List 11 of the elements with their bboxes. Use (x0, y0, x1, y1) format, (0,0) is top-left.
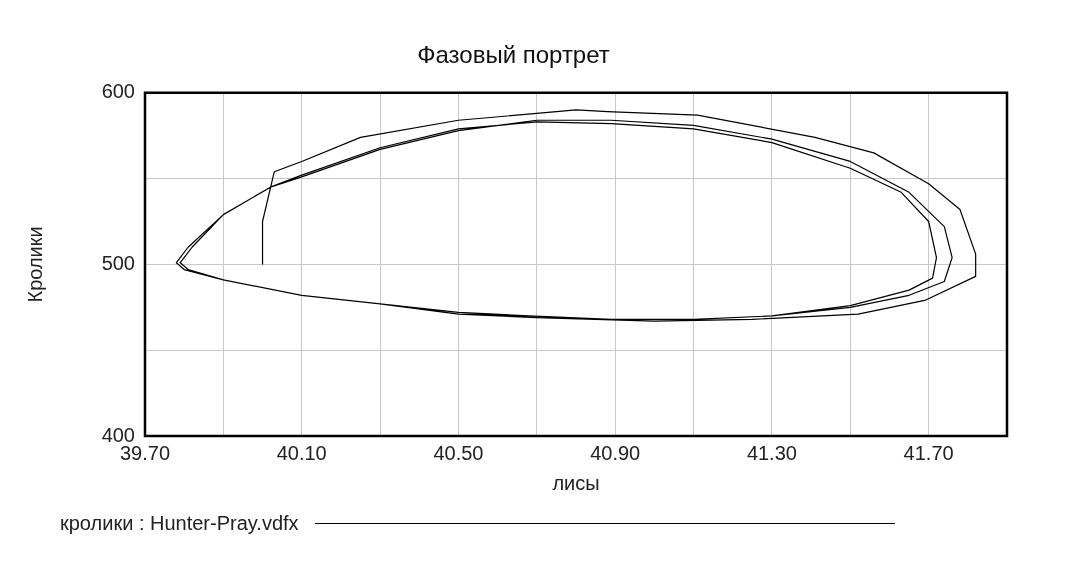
y-tick-label: 500 (101, 251, 135, 274)
y-axis-title: Кролики (23, 226, 46, 303)
x-axis-title: лисы (552, 471, 600, 494)
x-tick-label: 40.90 (590, 441, 641, 464)
x-tick-label: 40.10 (276, 441, 327, 464)
x-tick-label: 40.50 (433, 441, 484, 464)
text: кролики : Hunter-Pray.vdfx (60, 512, 299, 535)
x-tick-label: 41.70 (903, 441, 954, 464)
x-tick-label: 41.30 (746, 441, 797, 464)
chart-title: Фазовый портрет (417, 41, 610, 69)
y-tick-label: 600 (101, 80, 135, 103)
